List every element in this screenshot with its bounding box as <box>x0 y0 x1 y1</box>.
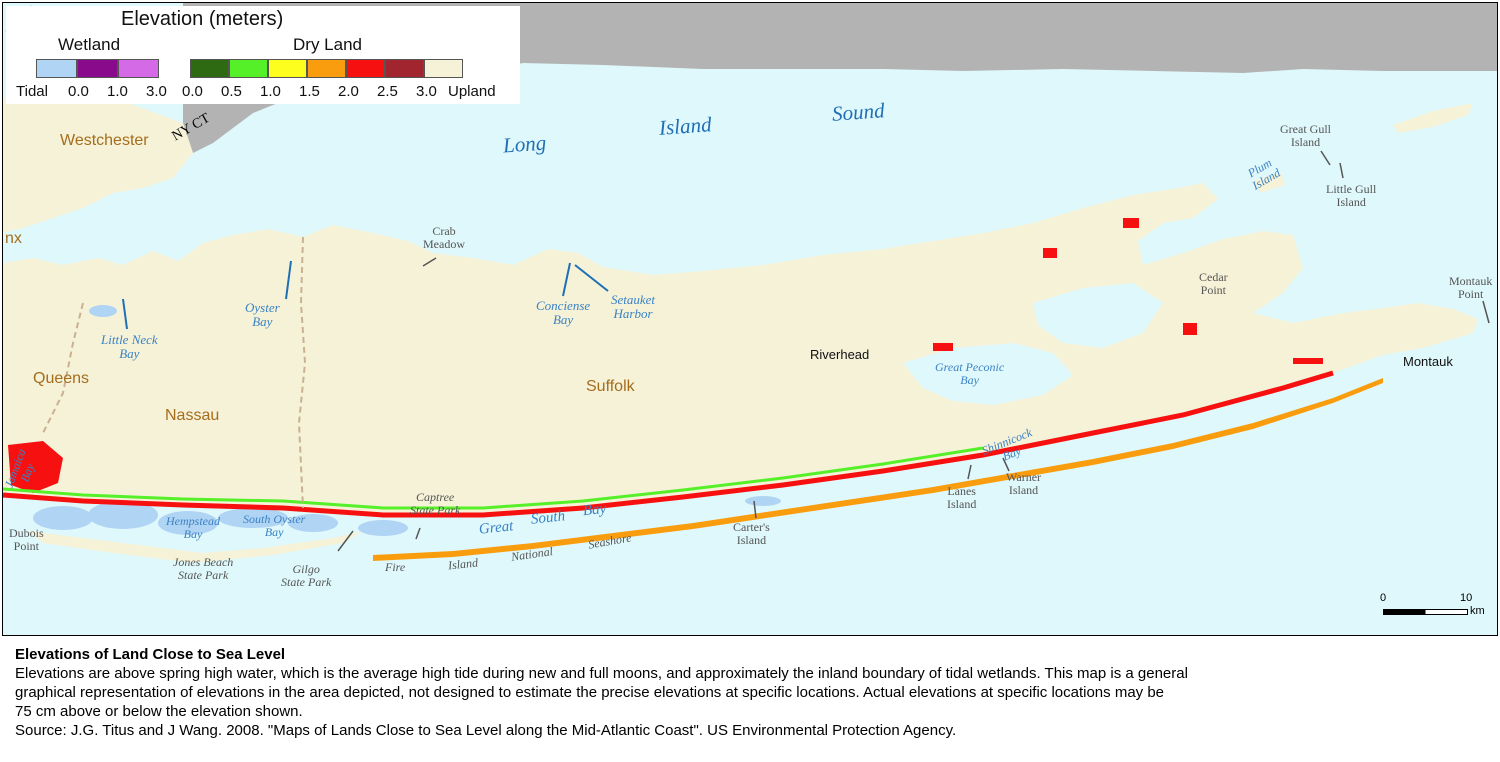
legend-wetland-tick: 0.0 <box>68 83 89 100</box>
label-gilgo: Gilgo State Park <box>281 562 332 589</box>
legend-dryland-swatch <box>307 59 346 78</box>
label-south-oyster-bay: South Oyster Bay <box>243 512 306 539</box>
legend-dryland-swatch <box>229 59 268 78</box>
south-shore-fringe-inner <box>3 446 984 510</box>
legend-dryland-label: Dry Land <box>293 35 362 54</box>
label-queens: Queens <box>33 370 90 387</box>
label-bronx: nx <box>5 230 22 247</box>
legend-dryland-swatch <box>346 59 385 78</box>
label-westchester: Westchester <box>60 132 149 149</box>
legend-dryland-tick: 0.0 <box>182 83 203 100</box>
elevation-legend: Elevation (meters) Wetland Dry Land Tida… <box>6 6 520 104</box>
label-suffolk: Suffolk <box>586 378 635 395</box>
label-oyster-bay: Oyster Bay <box>245 300 280 329</box>
scale-bar: 0 10 km <box>1378 592 1488 625</box>
map-frame[interactable]: Westchester NY CT nx Queens Nassau Suffo… <box>2 2 1498 636</box>
label-great-peconic-bay: Great Peconic Bay <box>935 360 1005 387</box>
leader-lines-gray <box>337 150 1490 552</box>
caption-line-1: Elevations are above spring high water, … <box>15 665 1188 682</box>
legend-dryland-swatch <box>190 59 229 78</box>
scale-end: 10 <box>1460 592 1473 604</box>
label-carters-island: Carter's Island <box>733 520 770 547</box>
scale-bar-graphic <box>1383 609 1468 615</box>
tidal-marsh-islands <box>33 305 781 536</box>
caption-line-2: graphical representation of elevations i… <box>15 684 1165 701</box>
label-lanes-island: Lanes Island <box>947 484 977 511</box>
label-jones-beach: Jones Beach State Park <box>173 555 234 582</box>
scale-unit: km <box>1470 605 1485 617</box>
legend-wetland-tick: 1.0 <box>107 83 128 100</box>
caption-source: Source: J.G. Titus and J Wang. 2008. "Ma… <box>15 722 957 739</box>
label-great-south-bay-3: Bay <box>582 500 608 520</box>
legend-dryland-swatch <box>385 59 424 78</box>
legend-dryland-tick: 1.0 <box>260 83 281 100</box>
westchester-land <box>3 98 193 233</box>
gardiners-bay-water <box>1183 199 1293 253</box>
peconic-lowland-patches <box>933 218 1323 364</box>
label-dubois-point: Dubois Point <box>9 526 44 553</box>
label-fire: Fire <box>385 560 406 574</box>
nassau-suffolk-line <box>297 236 307 509</box>
label-warner-island: Warner Island <box>1006 470 1042 497</box>
label-conciense-bay: Conciense Bay <box>536 298 591 327</box>
legend-title: Elevation (meters) <box>121 8 284 30</box>
plum-island-land <box>1253 173 1285 193</box>
label-island: Island <box>658 112 713 140</box>
caption-line-3: 75 cm above or below the elevation shown… <box>15 703 303 720</box>
label-riverhead: Riverhead <box>810 347 870 362</box>
label-long: Long <box>502 130 547 158</box>
legend-dryland-swatch <box>424 59 463 78</box>
legend-dryland-tick: 3.0 <box>416 83 437 100</box>
legend-wetland-swatch <box>118 59 159 78</box>
label-setauket-harbor: Setauket Harbor <box>611 292 656 321</box>
legend-dryland-tick: 1.5 <box>299 83 320 100</box>
legend-wetland-swatch <box>36 59 77 78</box>
legend-dryland-tick: 2.5 <box>377 83 398 100</box>
legend-dryland-tick: Upland <box>448 83 496 100</box>
queens-nassau-line <box>42 302 84 434</box>
barrier-beach-west <box>28 531 363 563</box>
label-little-gull-island: Little Gull Island <box>1326 182 1377 209</box>
south-shore-fringe <box>3 370 1334 518</box>
label-montauk: Montauk <box>1403 354 1453 369</box>
label-nassau: Nassau <box>165 407 220 424</box>
long-island-land <box>3 183 1478 517</box>
label-great-gull-island: Great Gull Island <box>1280 122 1331 149</box>
leader-lines <box>122 260 609 330</box>
label-little-neck-bay: Little Neck Bay <box>101 332 158 361</box>
little-peconic-bay-water <box>1033 283 1163 348</box>
label-montauk-point: Montauk Point <box>1449 274 1493 301</box>
legend-wetland-tick: 3.0 <box>146 83 167 100</box>
label-sound: Sound <box>831 98 886 126</box>
label-hempstead-bay: Hempstead Bay <box>166 514 220 541</box>
legend-dryland-tick: 0.5 <box>221 83 242 100</box>
legend-dryland-tick: 2.0 <box>338 83 359 100</box>
label-fire-island: Island <box>447 555 479 573</box>
caption-title: Elevations of Land Close to Sea Level <box>15 646 286 663</box>
legend-wetland-tick: Tidal <box>16 83 48 100</box>
jamaica-bay-lowland <box>8 441 63 493</box>
legend-wetland-swatch <box>77 59 118 78</box>
scale-start: 0 <box>1380 592 1387 604</box>
map-caption: Elevations of Land Close to Sea Level El… <box>15 645 1485 740</box>
label-cedar-point: Cedar Point <box>1199 270 1228 297</box>
fishers-island-land <box>1393 103 1473 133</box>
label-crab-meadow: Crab Meadow <box>423 224 465 251</box>
label-captree: Captree State Park <box>410 490 461 517</box>
great-peconic-bay-water <box>903 343 1073 405</box>
legend-wetland-label: Wetland <box>58 35 121 54</box>
legend-dryland-swatch <box>268 59 307 78</box>
